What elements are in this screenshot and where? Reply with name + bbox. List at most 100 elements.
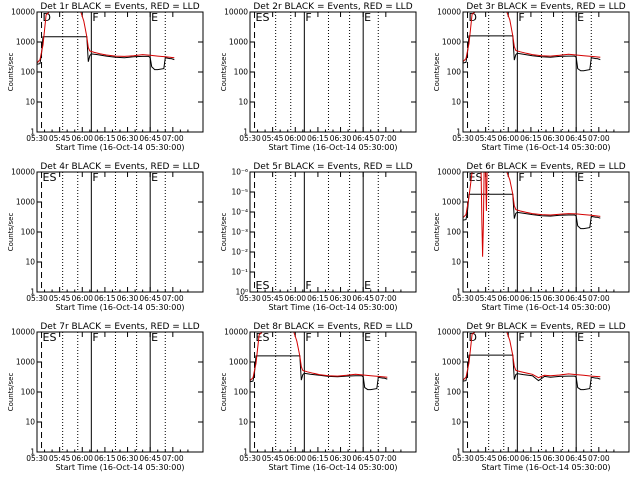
x-tick-label: 07:00 xyxy=(375,134,397,143)
x-tick-label: 05:30 xyxy=(239,134,261,143)
det-panel-6: Det 6r BLACK = Events, RED = LLD 1 10 100 10… xyxy=(433,162,630,312)
y-tick-label: 1000 xyxy=(16,38,35,47)
panel-title: Det 2r BLACK = Events, RED = LLD xyxy=(253,2,412,12)
y-tick-label: 10 xyxy=(238,98,248,107)
y-tick-label: 1000 xyxy=(229,38,248,47)
marker-label-f: F xyxy=(518,331,524,344)
plot-frame xyxy=(36,11,204,133)
y-tick-label: 10 xyxy=(25,418,35,427)
x-tick-label: 05:30 xyxy=(26,454,48,463)
y-tick-label: 10000 xyxy=(11,8,35,17)
y-tick-label: 10⁻⁴ xyxy=(231,208,248,217)
panel-title: Det 9r BLACK = Events, RED = LLD xyxy=(466,322,625,332)
x-tick-label: 06:00 xyxy=(284,454,306,463)
y-tick-label: 10 xyxy=(25,98,35,107)
x-axis-label: Start Time (16-Oct-14 05:30:00) xyxy=(481,463,610,472)
x-tick-label: 05:30 xyxy=(239,294,261,303)
x-tick-label: 06:00 xyxy=(71,454,93,463)
x-tick-label: 07:00 xyxy=(588,134,610,143)
panel-title: Det 4r BLACK = Events, RED = LLD xyxy=(40,162,199,172)
x-tick-label: 06:45 xyxy=(139,134,161,143)
marker-label-e: E xyxy=(577,331,584,344)
y-tick-label: 100 xyxy=(447,388,462,397)
marker-label-f: F xyxy=(92,11,98,24)
panel-title: Det 7r BLACK = Events, RED = LLD xyxy=(40,322,199,332)
det-panel-8: Det 8r BLACK = Events, RED = LLD 1 10 100 10… xyxy=(220,322,417,472)
x-tick-label: 05:45 xyxy=(262,134,284,143)
panel-title: Det 6r BLACK = Events, RED = LLD xyxy=(466,162,625,172)
y-tick-label: 10000 xyxy=(224,8,248,17)
x-tick-label: 07:00 xyxy=(375,454,397,463)
marker-label-f: F xyxy=(305,279,311,292)
x-tick-label: 06:15 xyxy=(520,454,542,463)
y-tick-label: 10000 xyxy=(437,8,461,17)
y-tick-label: 100 xyxy=(234,68,249,77)
y-tick-label: 100 xyxy=(21,68,36,77)
x-tick-label: 07:00 xyxy=(588,454,610,463)
marker-label-d: D xyxy=(43,11,51,24)
series-events xyxy=(36,36,175,71)
x-tick-label: 06:00 xyxy=(497,454,519,463)
x-tick-label: 06:00 xyxy=(284,134,306,143)
y-axis-label: Counts/sec xyxy=(220,53,228,92)
plot-frame xyxy=(249,331,417,453)
x-tick-label: 06:15 xyxy=(94,454,116,463)
x-tick-label: 05:45 xyxy=(475,134,497,143)
y-tick-label: 100 xyxy=(21,228,36,237)
marker-label-es: ES xyxy=(43,171,57,184)
x-tick-label: 07:00 xyxy=(162,134,184,143)
y-tick-label: 10 xyxy=(25,258,35,267)
marker-label-es: ES xyxy=(43,331,57,344)
y-axis-label: Counts/sec xyxy=(220,213,228,252)
y-axis-label: Counts/sec xyxy=(7,373,15,412)
y-tick-label: 1 xyxy=(30,128,35,137)
x-tick-label: 06:30 xyxy=(543,454,565,463)
x-tick-label: 06:00 xyxy=(284,294,306,303)
x-tick-label: 06:30 xyxy=(543,294,565,303)
x-tick-label: 07:00 xyxy=(162,454,184,463)
x-tick-label: 05:45 xyxy=(475,454,497,463)
marker-label-d: D xyxy=(469,11,477,24)
x-tick-label: 06:30 xyxy=(117,134,139,143)
marker-label-f: F xyxy=(305,331,311,344)
x-tick-label: 06:00 xyxy=(497,294,519,303)
marker-label-f: F xyxy=(518,11,524,24)
plot-frame xyxy=(249,171,417,293)
y-tick-label: 10000 xyxy=(437,328,461,337)
plot-frame xyxy=(36,171,204,293)
y-tick-label: 100 xyxy=(21,388,36,397)
x-tick-label: 06:30 xyxy=(330,454,352,463)
y-tick-label: 10⁻⁵ xyxy=(231,188,248,197)
x-tick-label: 06:15 xyxy=(307,294,329,303)
y-tick-label: 10 xyxy=(238,418,248,427)
x-tick-label: 06:30 xyxy=(117,294,139,303)
x-tick-label: 06:45 xyxy=(352,294,374,303)
x-tick-label: 05:30 xyxy=(452,454,474,463)
x-axis-label: Start Time (16-Oct-14 05:30:00) xyxy=(55,303,184,312)
x-tick-label: 05:45 xyxy=(49,454,71,463)
marker-label-e: E xyxy=(364,331,371,344)
y-tick-label: 10 xyxy=(451,418,461,427)
y-tick-label: 10 xyxy=(451,258,461,267)
marker-label-e: E xyxy=(577,171,584,184)
x-tick-label: 05:30 xyxy=(452,134,474,143)
y-tick-label: 10000 xyxy=(437,168,461,177)
x-tick-label: 05:30 xyxy=(452,294,474,303)
plot-frame xyxy=(462,171,630,293)
x-axis-label: Start Time (16-Oct-14 05:30:00) xyxy=(268,463,397,472)
marker-label-e: E xyxy=(151,11,158,24)
panel-title: Det 3r BLACK = Events, RED = LLD xyxy=(466,2,625,12)
marker-label-e: E xyxy=(364,279,371,292)
x-tick-label: 06:30 xyxy=(543,134,565,143)
x-tick-label: 06:45 xyxy=(565,134,587,143)
panel-title: Det 5r BLACK = Events, RED = LLD xyxy=(253,162,412,172)
y-tick-label: 10000 xyxy=(11,168,35,177)
series-events xyxy=(462,35,601,72)
marker-label-d: D xyxy=(469,331,477,344)
x-tick-label: 06:15 xyxy=(307,454,329,463)
marker-label-es: ES xyxy=(256,331,270,344)
x-tick-label: 06:30 xyxy=(330,294,352,303)
x-tick-label: 05:45 xyxy=(262,294,284,303)
x-tick-label: 06:45 xyxy=(139,454,161,463)
det-panel-5: Det 5r BLACK = Events, RED = LLD 10⁰ 10⁻¹ 1… xyxy=(220,162,417,312)
